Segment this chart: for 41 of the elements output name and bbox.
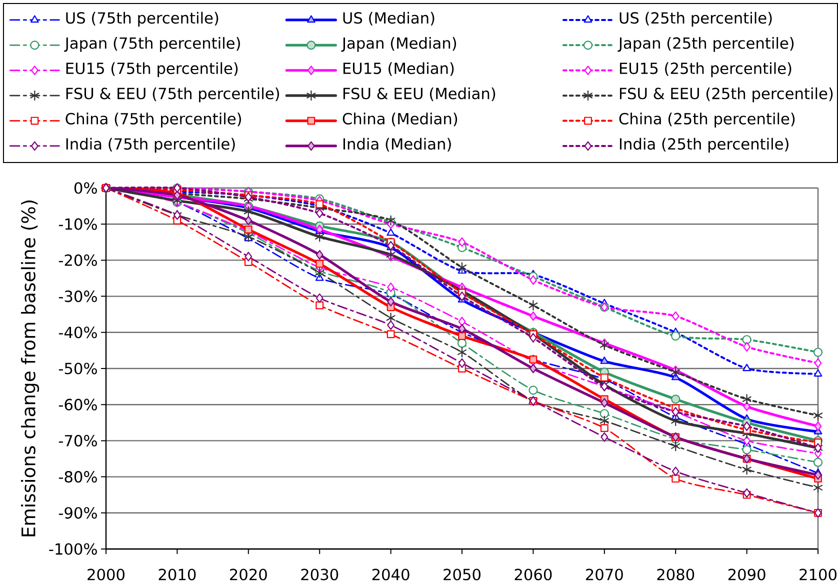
y-tick-label: -90% bbox=[58, 507, 97, 519]
legend-label: China (25th percentile) bbox=[619, 112, 795, 128]
legend-label: EU15 (75th percentile) bbox=[66, 62, 238, 78]
x-tick-label: 2020 bbox=[230, 568, 267, 580]
y-tick-label: -50% bbox=[58, 362, 97, 374]
y-tick-label: -10% bbox=[58, 218, 97, 230]
y-tick-label: 0% bbox=[74, 182, 97, 194]
x-tick-label: 2060 bbox=[514, 568, 552, 580]
x-tick-label: 2050 bbox=[444, 568, 480, 580]
x-tick-label: 2070 bbox=[586, 568, 623, 580]
legend-label: FSU & EEU (Median) bbox=[343, 87, 496, 102]
legend-label: FSU & EEU (75th percentile) bbox=[66, 87, 280, 102]
legend-label: India (Median) bbox=[343, 138, 451, 152]
legend-label: Japan (Median) bbox=[341, 37, 456, 52]
x-tick-label: 2080 bbox=[657, 568, 694, 580]
x-tick-label: 2010 bbox=[158, 568, 196, 580]
y-tick-label: -40% bbox=[58, 326, 97, 338]
legend-label: India (75th percentile) bbox=[66, 138, 235, 153]
legend-label: US (25th percentile) bbox=[620, 12, 772, 27]
legend-label: US (Median) bbox=[343, 12, 434, 26]
x-tick-label: 2090 bbox=[728, 568, 766, 580]
legend-label: FSU & EEU (25th percentile) bbox=[620, 87, 833, 102]
y-tick-label: -20% bbox=[58, 254, 97, 266]
legend-label: EU15 (Median) bbox=[343, 62, 454, 76]
y-tick-label: -70% bbox=[58, 434, 97, 446]
x-tick-label: 2100 bbox=[800, 568, 836, 580]
x-tick-label: 2040 bbox=[372, 568, 410, 580]
y-axis-title: Emissions change from baseline (%) bbox=[21, 200, 40, 536]
x-tick-label: 2000 bbox=[88, 568, 124, 580]
legend-label: India (25th percentile) bbox=[620, 138, 788, 153]
y-tick-label: -100% bbox=[49, 543, 97, 555]
legend-label: China (Median) bbox=[342, 112, 458, 126]
x-tick-label: 2030 bbox=[301, 568, 338, 580]
legend-label: US (75th percentile) bbox=[66, 12, 218, 27]
legend-label: EU15 (25th percentile) bbox=[620, 62, 792, 78]
y-tick-label: -30% bbox=[58, 290, 97, 302]
legend-label: Japan (75th percentile) bbox=[64, 37, 240, 52]
y-tick-label: -80% bbox=[58, 471, 97, 483]
legend-label: Japan (25th percentile) bbox=[618, 37, 794, 52]
legend-label: China (75th percentile) bbox=[66, 112, 241, 128]
y-tick-label: -60% bbox=[58, 398, 97, 410]
